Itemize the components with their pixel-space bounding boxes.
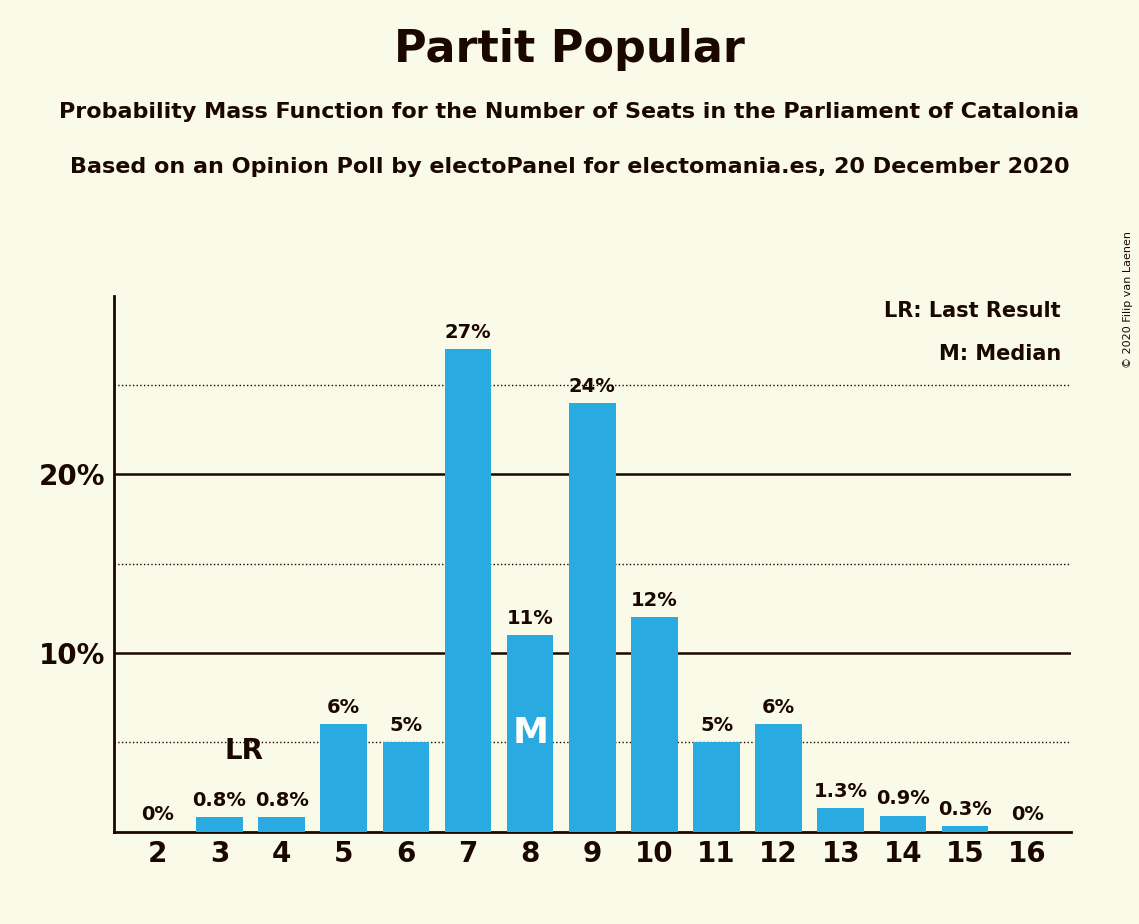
Text: 0.8%: 0.8% (255, 791, 309, 810)
Text: Based on an Opinion Poll by electoPanel for electomania.es, 20 December 2020: Based on an Opinion Poll by electoPanel … (69, 157, 1070, 177)
Text: 5%: 5% (700, 716, 734, 736)
Bar (818, 808, 865, 832)
Text: 1.3%: 1.3% (813, 783, 868, 801)
Bar (755, 724, 802, 832)
Text: 5%: 5% (390, 716, 423, 736)
Text: LR: LR (224, 737, 263, 765)
Text: M: Median: M: Median (939, 344, 1062, 364)
Bar (259, 818, 305, 832)
Text: 6%: 6% (762, 699, 795, 717)
Bar (570, 403, 615, 832)
Text: 12%: 12% (631, 591, 678, 610)
Text: 6%: 6% (327, 699, 360, 717)
Text: © 2020 Filip van Laenen: © 2020 Filip van Laenen (1123, 231, 1133, 368)
Bar (444, 349, 491, 832)
Text: M: M (513, 716, 548, 750)
Text: 0%: 0% (1010, 806, 1043, 824)
Text: Probability Mass Function for the Number of Seats in the Parliament of Catalonia: Probability Mass Function for the Number… (59, 102, 1080, 122)
Text: 11%: 11% (507, 609, 554, 628)
Bar (879, 816, 926, 832)
Bar (631, 617, 678, 832)
Text: 0.9%: 0.9% (876, 789, 929, 808)
Text: 0.8%: 0.8% (192, 791, 246, 810)
Bar (196, 818, 243, 832)
Text: 27%: 27% (444, 323, 491, 342)
Bar (383, 742, 429, 832)
Bar (507, 635, 554, 832)
Bar (320, 724, 367, 832)
Bar (694, 742, 740, 832)
Text: Partit Popular: Partit Popular (394, 28, 745, 71)
Text: 24%: 24% (568, 377, 616, 395)
Text: LR: Last Result: LR: Last Result (885, 301, 1062, 321)
Text: 0%: 0% (141, 806, 174, 824)
Bar (942, 826, 989, 832)
Text: 0.3%: 0.3% (939, 800, 992, 819)
